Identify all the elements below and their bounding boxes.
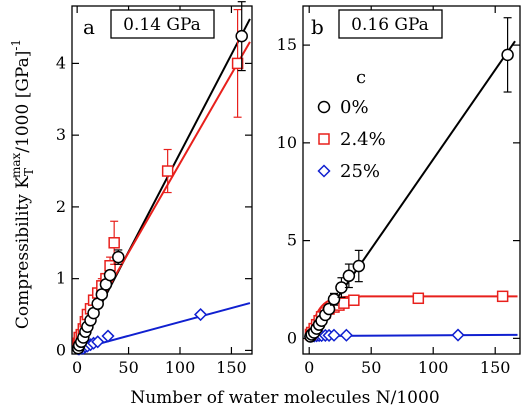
- panel-b-y-tick-label: 15: [277, 35, 297, 54]
- y-axis-title: Compressibility KTmax/1000 [GPa]-1: [9, 39, 36, 329]
- y-axis-title-main: Compressibility K: [13, 176, 33, 329]
- legend: c 0% 2.4% 25%: [317, 67, 386, 182]
- panel-b: 0 50 100 150 0 5 10 15 b 0.16 GPa c 0% 2.4% 25%: [277, 5, 521, 377]
- legend-label: 2.4%: [340, 129, 386, 150]
- panel-b-point-0: [342, 269, 356, 283]
- panel-b-x-tick-label: 100: [418, 358, 449, 377]
- panel-a-point-25: [91, 335, 105, 349]
- panel-a-y-tick-label: 1: [56, 269, 66, 288]
- panel-a-fit-25: [76, 302, 251, 351]
- panel-a-x-tick-label: 50: [118, 358, 138, 377]
- legend-marker-0: [317, 100, 331, 114]
- legend-items: 0% 2.4% 25%: [317, 97, 386, 182]
- panel-b-point-25: [339, 328, 353, 342]
- panel-a-pressure-label: 0.14 GPa: [123, 15, 201, 35]
- panel-a-pressure-box: [110, 9, 215, 39]
- panel-a-point-25: [101, 329, 115, 343]
- panel-b-point-25: [327, 328, 341, 342]
- panel-b-x-tick-label: 0: [304, 358, 314, 377]
- panel-a-y-tick-label: 4: [56, 53, 66, 72]
- panel-a-x-tick-label: 100: [165, 358, 196, 377]
- panel-a-point-0: [235, 29, 248, 43]
- panel-b-point-24: [348, 294, 360, 306]
- panel-a-y-tick-label: 0: [56, 340, 66, 359]
- panel-a-x-tick-label: 150: [216, 358, 247, 377]
- panel-b-letter: b: [311, 15, 324, 39]
- panel-b-x-tick-label: 150: [480, 358, 511, 377]
- panel-b-point-0: [327, 293, 341, 306]
- panel-a-point-0: [103, 268, 117, 282]
- panel-b-point-0: [501, 48, 514, 62]
- panel-b-point-24: [496, 290, 509, 303]
- y-axis-title-exp: -1: [9, 39, 23, 51]
- panel-b-frame: [302, 5, 521, 355]
- legend-marker-25: [317, 164, 331, 178]
- panel-a-x-tick-label: 0: [72, 358, 82, 377]
- panel-b-point-25: [451, 328, 465, 342]
- panel-b-point-0: [322, 302, 336, 316]
- panel-a-point-0: [112, 250, 125, 264]
- y-axis-title-sup: max: [9, 152, 23, 178]
- panel-a-point-24: [231, 57, 244, 70]
- panel-a-letter: a: [83, 15, 95, 39]
- y-axis-title-sub: T: [22, 168, 36, 176]
- panel-a-markers: [71, 1, 248, 356]
- panel-a-ticks: 0 50 100 150 0 1 2 3 4: [56, 6, 252, 377]
- panel-b-x-tick-label: 50: [361, 358, 381, 377]
- panel-a-point-25: [194, 307, 208, 322]
- panel-b-point-0: [352, 259, 366, 273]
- panel-b-pressure-label: 0.16 GPa: [351, 15, 429, 35]
- panel-b-pressure-box: [338, 9, 443, 39]
- panel-a-point-24: [108, 237, 120, 249]
- panel-b-point-24: [338, 297, 350, 309]
- panel-a-y-tick-label: 3: [56, 125, 66, 144]
- panel-a-frame: [71, 5, 253, 355]
- panel-a-y-tick-label: 2: [56, 197, 66, 216]
- legend-label: 0%: [340, 97, 369, 118]
- panel-b-y-tick-label: 5: [287, 231, 297, 250]
- panel-b-point-24: [412, 292, 425, 305]
- panel-b-y-tick-label: 10: [277, 133, 297, 152]
- panel-b-fit-0: [308, 40, 516, 339]
- x-axis-title: Number of water molecules N/1000: [130, 388, 439, 408]
- panel-a-point-24: [161, 165, 174, 177]
- legend-title: c: [356, 67, 366, 88]
- panel-a: 0 50 100 150 0 1 2 3 4 a 0.14 GPa: [56, 1, 253, 377]
- legend-label: 25%: [340, 161, 380, 182]
- panel-b-markers: [303, 17, 514, 343]
- legend-marker-24: [318, 133, 330, 145]
- y-axis-title-rest: /1000 [GPa]: [13, 51, 33, 153]
- panel-b-ticks: 0 50 100 150 0 5 10 15: [277, 6, 520, 377]
- panel-b-y-tick-label: 0: [287, 328, 297, 347]
